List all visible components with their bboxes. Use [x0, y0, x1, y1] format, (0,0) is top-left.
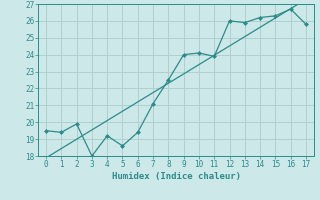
- X-axis label: Humidex (Indice chaleur): Humidex (Indice chaleur): [111, 172, 241, 181]
